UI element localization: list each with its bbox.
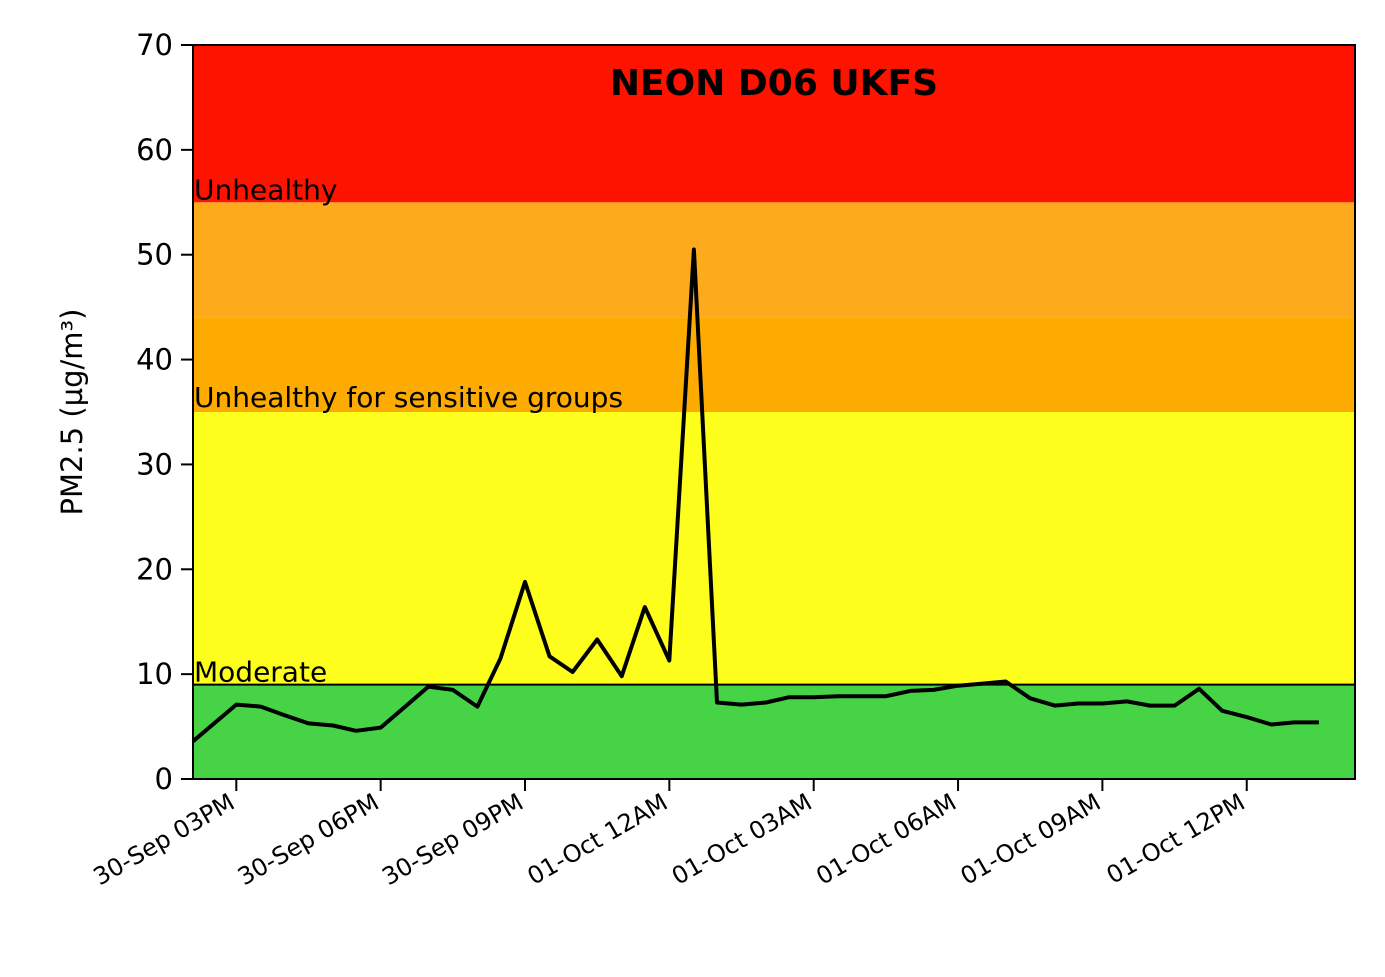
band-label-1: Unhealthy for sensitive groups (194, 381, 623, 414)
aqi-band-4 (193, 45, 1355, 203)
y-axis: 0 10 20 30 40 50 60 70 (136, 28, 193, 796)
y-tick-label-4: 40 (136, 343, 173, 377)
band-label-2: Moderate (194, 656, 327, 689)
band-labels: Unhealthy Unhealthy for sensitive groups M… (194, 173, 623, 688)
aqi-band-2 (193, 317, 1355, 412)
y-tick-label-2: 20 (136, 552, 173, 586)
plot-frame (192, 44, 1356, 780)
x-tick-label-0: 30-Sep 03PM (89, 788, 240, 891)
x-tick-label-4: 01-Oct 03AM (667, 788, 817, 891)
band-label-0: Unhealthy (194, 173, 337, 206)
x-tick-label-2: 30-Sep 09PM (377, 788, 528, 891)
y-tick-label-7: 70 (136, 28, 173, 62)
y-tick-label-0: 0 (155, 762, 173, 796)
x-tick-label-1: 30-Sep 06PM (233, 788, 384, 891)
aqi-band-3 (193, 202, 1355, 318)
y-axis-label: PM2.5 (µg/m³) (55, 309, 89, 516)
x-tick-label-5: 01-Oct 06AM (811, 788, 961, 891)
chart-title: NEON D06 UKFS (610, 63, 938, 104)
x-tick-label-7: 01-Oct 12PM (1102, 788, 1250, 890)
y-tick-label-5: 50 (136, 238, 173, 272)
aqi-band-1 (193, 412, 1355, 685)
pm25-series-line (191, 247, 1319, 743)
y-tick-label-3: 30 (136, 447, 173, 481)
x-tick-label-6: 01-Oct 09AM (956, 788, 1106, 891)
y-tick-label-6: 60 (136, 133, 173, 167)
y-tick-label-1: 10 (136, 657, 173, 691)
x-tick-label-3: 01-Oct 12AM (523, 788, 673, 891)
aqi-bands (193, 45, 1355, 779)
